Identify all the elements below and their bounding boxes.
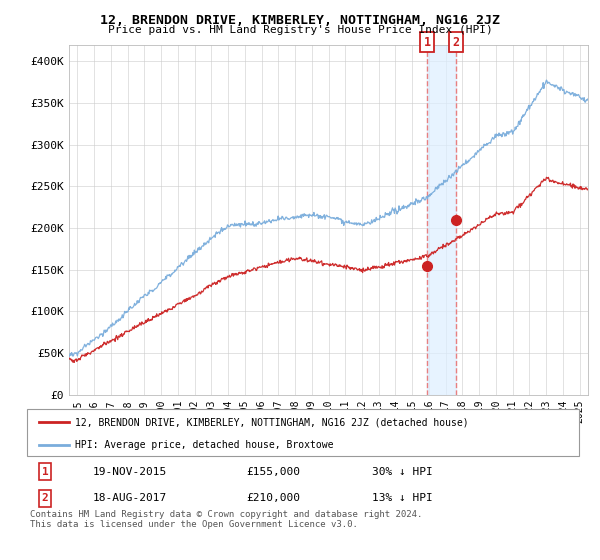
- Text: 1: 1: [41, 466, 49, 477]
- Text: 13% ↓ HPI: 13% ↓ HPI: [372, 493, 433, 503]
- Bar: [427, 45, 456, 395]
- Text: Contains HM Land Registry data © Crown copyright and database right 2024.
This d: Contains HM Land Registry data © Crown c…: [30, 510, 422, 529]
- Text: Price paid vs. HM Land Registry's House Price Index (HPI): Price paid vs. HM Land Registry's House …: [107, 25, 493, 35]
- Text: 12, BRENDON DRIVE, KIMBERLEY, NOTTINGHAM, NG16 2JZ: 12, BRENDON DRIVE, KIMBERLEY, NOTTINGHAM…: [100, 14, 500, 27]
- Text: HPI: Average price, detached house, Broxtowe: HPI: Average price, detached house, Brox…: [75, 440, 334, 450]
- Text: 2: 2: [452, 35, 460, 49]
- Text: 18-AUG-2017: 18-AUG-2017: [93, 493, 167, 503]
- Text: 19-NOV-2015: 19-NOV-2015: [93, 466, 167, 477]
- Text: £210,000: £210,000: [246, 493, 300, 503]
- Text: £155,000: £155,000: [246, 466, 300, 477]
- Text: 2: 2: [41, 493, 49, 503]
- Text: 12, BRENDON DRIVE, KIMBERLEY, NOTTINGHAM, NG16 2JZ (detached house): 12, BRENDON DRIVE, KIMBERLEY, NOTTINGHAM…: [75, 417, 469, 427]
- Text: 30% ↓ HPI: 30% ↓ HPI: [372, 466, 433, 477]
- Text: 1: 1: [424, 35, 431, 49]
